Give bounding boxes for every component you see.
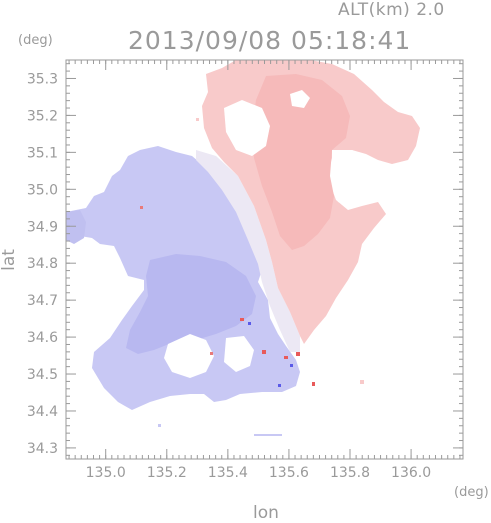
echo-gap-south bbox=[224, 336, 254, 372]
y-tick-label: 34.6 bbox=[27, 330, 58, 346]
y-tick-label: 34.4 bbox=[27, 404, 58, 420]
y-tick-label: 35.2 bbox=[27, 108, 58, 124]
echo-gap-southwest bbox=[164, 334, 214, 378]
y-tick-label: 34.8 bbox=[27, 256, 58, 272]
x-tick-label: 135.2 bbox=[147, 465, 187, 481]
y-tick-label: 34.5 bbox=[27, 367, 58, 383]
timestamp-title: 2013/09/08 05:18:41 bbox=[128, 26, 412, 55]
y-axis-title: lat bbox=[0, 249, 19, 271]
altitude-label: ALT(km) 2.0 bbox=[338, 0, 445, 20]
y-tick-label: 34.9 bbox=[27, 219, 58, 235]
y-axis-unit: (deg) bbox=[18, 33, 53, 48]
x-tick-label: 135.8 bbox=[330, 465, 370, 481]
west-echo bbox=[66, 210, 86, 244]
y-tick-label: 34.7 bbox=[27, 293, 58, 309]
x-axis-title: lon bbox=[253, 503, 279, 523]
echo-gap-east bbox=[332, 150, 374, 206]
x-axis-unit: (deg) bbox=[454, 485, 489, 500]
receding-core bbox=[252, 74, 350, 250]
x-tick-label: 135.6 bbox=[269, 465, 309, 481]
y-tick-label: 34.3 bbox=[27, 441, 58, 457]
echo-gap-north bbox=[224, 100, 270, 156]
clutter-speckles bbox=[140, 118, 364, 436]
approaching-core bbox=[126, 254, 256, 354]
x-tick-label: 136.0 bbox=[391, 465, 431, 481]
zero-velocity-band bbox=[196, 150, 300, 352]
axis-tick-labels: 135.0 135.2 135.4 135.6 135.8 136.0 35.3 35.2 35… bbox=[27, 71, 431, 481]
x-tick-label: 135.4 bbox=[208, 465, 248, 481]
y-tick-label: 35.3 bbox=[27, 71, 58, 87]
velocity-field bbox=[66, 60, 420, 436]
x-tick-label: 135.0 bbox=[86, 465, 126, 481]
y-tick-label: 35.1 bbox=[27, 145, 58, 161]
echo-gap-small bbox=[290, 90, 310, 108]
y-tick-label: 35.0 bbox=[27, 182, 58, 198]
axis-ticks bbox=[66, 60, 463, 459]
